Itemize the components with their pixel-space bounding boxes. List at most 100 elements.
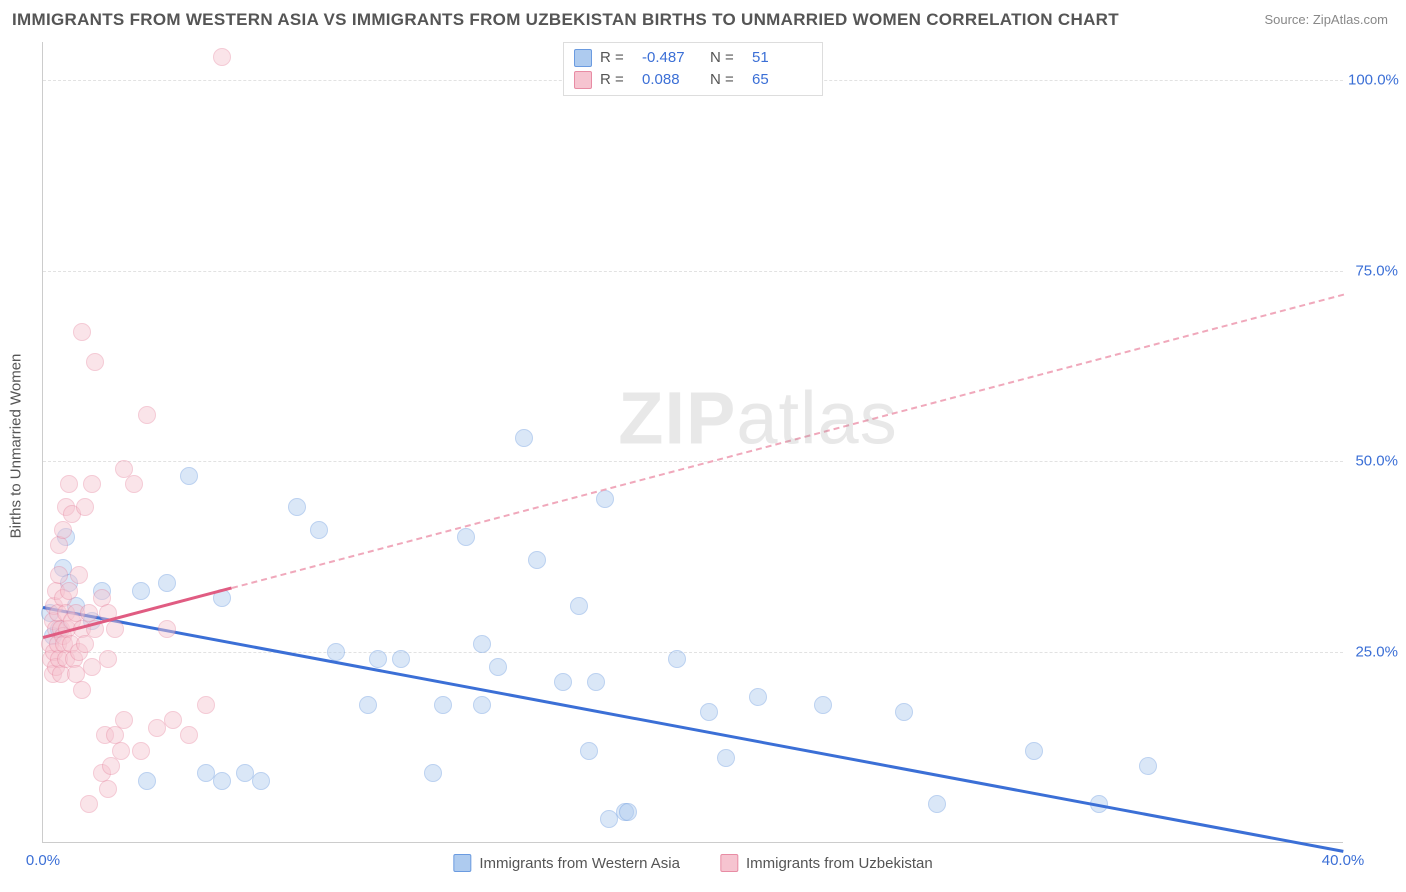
data-point — [197, 696, 215, 714]
legend-n-label: N = — [710, 47, 744, 69]
legend-series-label: Immigrants from Uzbekistan — [746, 855, 933, 872]
data-point — [76, 635, 94, 653]
plot-inner: 25.0%50.0%75.0%100.0%0.0%40.0% — [43, 42, 1343, 842]
data-point — [73, 323, 91, 341]
gridline — [43, 461, 1343, 462]
data-point — [112, 742, 130, 760]
data-point — [1025, 742, 1043, 760]
y-tick-label: 50.0% — [1348, 453, 1398, 470]
data-point — [125, 475, 143, 493]
data-point — [158, 574, 176, 592]
data-point — [700, 703, 718, 721]
legend-bottom: Immigrants from Western Asia Immigrants f… — [453, 854, 932, 872]
data-point — [60, 475, 78, 493]
data-point — [132, 582, 150, 600]
data-point — [928, 795, 946, 813]
data-point — [80, 795, 98, 813]
data-point — [359, 696, 377, 714]
legend-n-value: 65 — [752, 69, 812, 91]
plot-area: 25.0%50.0%75.0%100.0%0.0%40.0% ZIPatlas … — [42, 42, 1343, 843]
data-point — [473, 696, 491, 714]
data-point — [310, 521, 328, 539]
gridline — [43, 271, 1343, 272]
data-point — [668, 650, 686, 668]
y-axis-label: Births to Unmarried Women — [8, 354, 25, 539]
data-point — [180, 726, 198, 744]
legend-r-value: -0.487 — [642, 47, 702, 69]
legend-r-value: 0.088 — [642, 69, 702, 91]
data-point — [600, 810, 618, 828]
data-point — [489, 658, 507, 676]
x-tick-label: 40.0% — [1322, 852, 1365, 869]
legend-top-row: R = 0.088 N = 65 — [574, 69, 812, 91]
data-point — [164, 711, 182, 729]
data-point — [515, 429, 533, 447]
data-point — [158, 620, 176, 638]
data-point — [327, 643, 345, 661]
data-point — [369, 650, 387, 668]
data-point — [132, 742, 150, 760]
data-point — [213, 772, 231, 790]
data-point — [434, 696, 452, 714]
data-point — [99, 650, 117, 668]
data-point — [76, 498, 94, 516]
trend-line — [231, 293, 1343, 588]
legend-swatch — [453, 854, 471, 872]
data-point — [148, 719, 166, 737]
data-point — [115, 711, 133, 729]
data-point — [392, 650, 410, 668]
data-point — [60, 582, 78, 600]
y-tick-label: 75.0% — [1348, 262, 1398, 279]
data-point — [102, 757, 120, 775]
data-point — [473, 635, 491, 653]
data-point — [424, 764, 442, 782]
y-tick-label: 25.0% — [1348, 643, 1398, 660]
data-point — [554, 673, 572, 691]
legend-n-value: 51 — [752, 47, 812, 69]
legend-r-label: R = — [600, 47, 634, 69]
data-point — [580, 742, 598, 760]
legend-r-label: R = — [600, 69, 634, 91]
legend-series-label: Immigrants from Western Asia — [479, 855, 680, 872]
data-point — [1139, 757, 1157, 775]
legend-swatch — [574, 71, 592, 89]
gridline — [43, 652, 1343, 653]
data-point — [570, 597, 588, 615]
chart-title: IMMIGRANTS FROM WESTERN ASIA VS IMMIGRAN… — [12, 10, 1119, 30]
data-point — [587, 673, 605, 691]
data-point — [83, 475, 101, 493]
source-label: Source: ZipAtlas.com — [1264, 12, 1388, 27]
data-point — [252, 772, 270, 790]
data-point — [83, 658, 101, 676]
legend-top-row: R = -0.487 N = 51 — [574, 47, 812, 69]
x-tick-label: 0.0% — [26, 852, 60, 869]
data-point — [138, 772, 156, 790]
data-point — [749, 688, 767, 706]
data-point — [99, 780, 117, 798]
data-point — [288, 498, 306, 516]
data-point — [528, 551, 546, 569]
legend-bottom-item: Immigrants from Western Asia — [453, 854, 680, 872]
data-point — [73, 681, 91, 699]
legend-swatch — [720, 854, 738, 872]
legend-swatch — [574, 49, 592, 67]
data-point — [895, 703, 913, 721]
data-point — [180, 467, 198, 485]
data-point — [457, 528, 475, 546]
data-point — [596, 490, 614, 508]
data-point — [138, 406, 156, 424]
data-point — [814, 696, 832, 714]
data-point — [717, 749, 735, 767]
legend-top: R = -0.487 N = 51 R = 0.088 N = 65 — [563, 42, 823, 96]
data-point — [50, 536, 68, 554]
legend-bottom-item: Immigrants from Uzbekistan — [720, 854, 933, 872]
y-tick-label: 100.0% — [1348, 72, 1398, 89]
data-point — [86, 353, 104, 371]
legend-n-label: N = — [710, 69, 744, 91]
trend-line — [43, 606, 1344, 853]
data-point — [54, 521, 72, 539]
data-point — [70, 566, 88, 584]
data-point — [106, 620, 124, 638]
data-point — [619, 803, 637, 821]
data-point — [213, 48, 231, 66]
